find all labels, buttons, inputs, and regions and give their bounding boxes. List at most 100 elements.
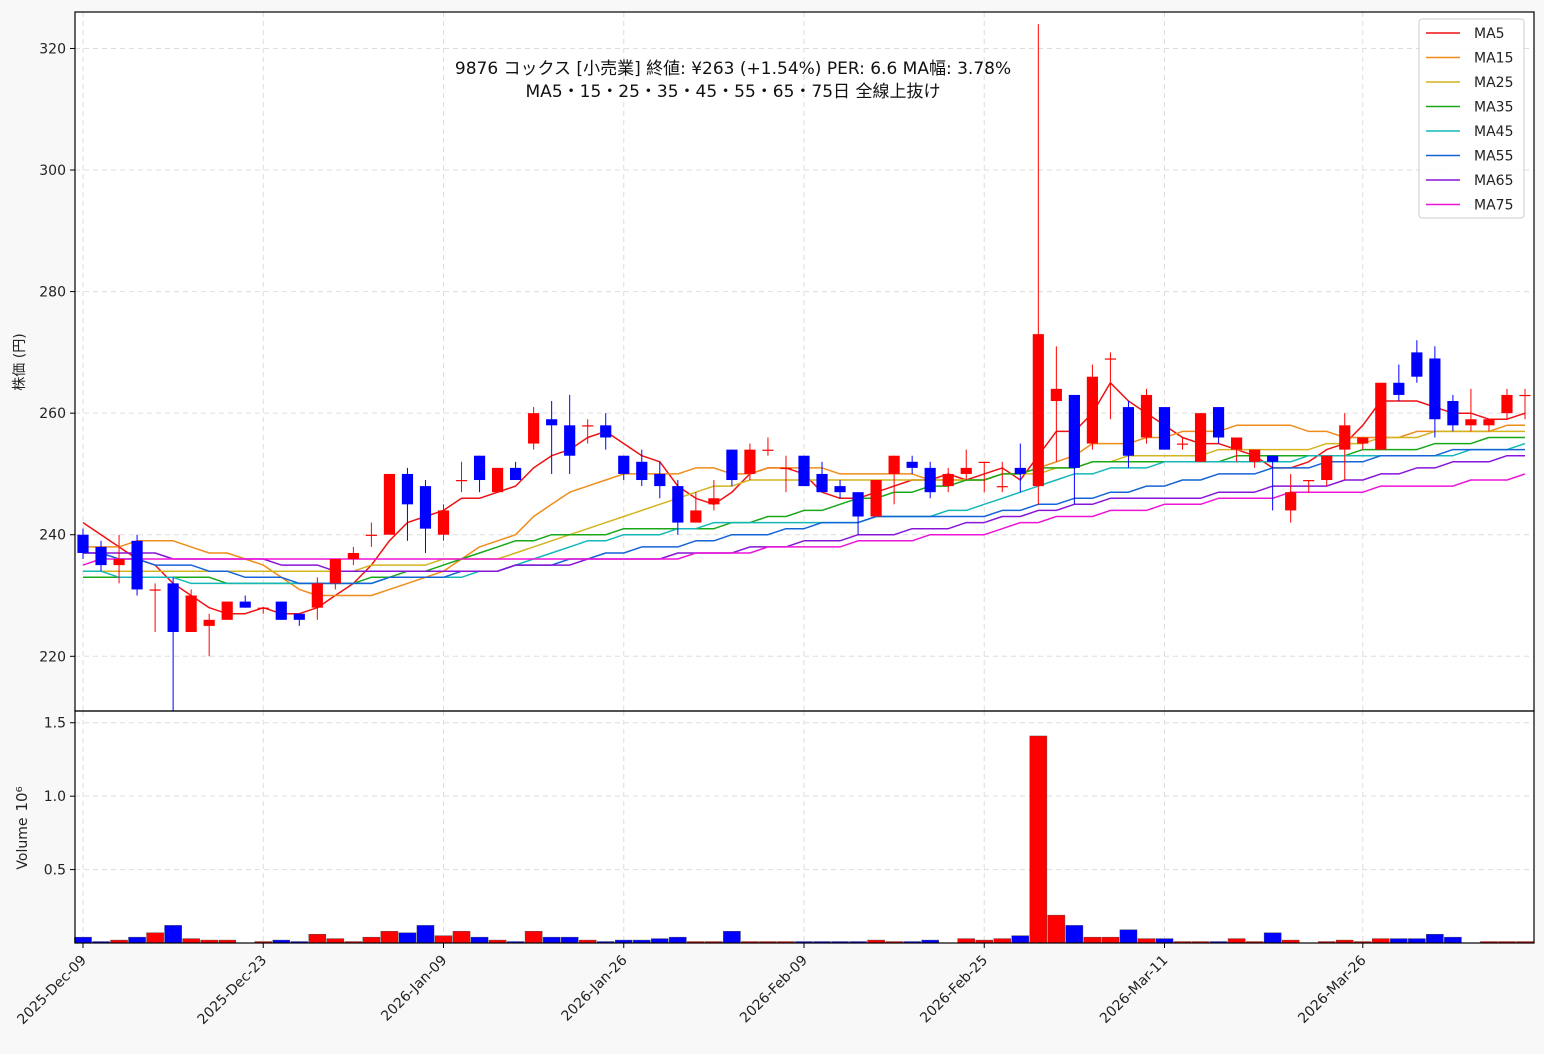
candle-body <box>510 467 522 481</box>
candle-body <box>528 413 540 444</box>
candle-body <box>257 607 269 609</box>
candle-body <box>1267 455 1279 462</box>
candle-body <box>437 510 450 535</box>
candle-body <box>942 473 954 487</box>
volume-bar <box>1263 932 1282 944</box>
volume-bar <box>1227 938 1246 944</box>
candle-body <box>1032 334 1044 487</box>
volume-bar <box>1011 935 1030 944</box>
candle-body <box>95 546 107 566</box>
candle-body <box>996 486 1008 488</box>
volume-bar <box>362 936 381 944</box>
volume-bar <box>164 925 182 944</box>
price-tick-label: 260 <box>39 406 66 422</box>
candle-body <box>455 480 468 482</box>
volume-bar <box>182 938 200 944</box>
candle-body <box>1176 443 1189 445</box>
candle-body <box>275 601 287 620</box>
candle-body <box>365 534 377 536</box>
volume-tick-label: 1.5 <box>44 716 66 732</box>
volume-bar <box>1065 925 1084 944</box>
candle-body <box>870 480 882 517</box>
candlesticks <box>77 24 1531 711</box>
candle-body <box>1357 437 1369 444</box>
candle-body <box>383 473 396 535</box>
candle-body <box>1303 480 1315 482</box>
chart-title: 9876 コックス [小売業] 終値: ¥263 (+1.54%) PER: 6… <box>455 59 1011 79</box>
volume-bar <box>1083 936 1102 944</box>
price-axis-label: 株価 (円) <box>12 333 28 390</box>
legend-label: MA75 <box>1474 198 1513 214</box>
volume-bar <box>1101 936 1120 944</box>
volume-bar <box>326 938 345 944</box>
legend-label: MA65 <box>1474 173 1513 189</box>
volume-bar <box>452 931 471 944</box>
candle-body <box>1104 358 1117 360</box>
price-tick-label: 280 <box>39 285 66 301</box>
candle-body <box>401 473 414 505</box>
legend-label: MA15 <box>1474 51 1513 67</box>
legend-label: MA45 <box>1474 124 1513 140</box>
candle-body <box>1339 425 1351 450</box>
volume-bar <box>416 925 435 944</box>
price-grid <box>75 12 1534 711</box>
candle-body <box>1447 401 1459 426</box>
candle-body <box>149 589 161 591</box>
candle-body <box>1194 413 1207 462</box>
legend-box <box>1418 18 1525 219</box>
candle-body <box>1501 394 1513 414</box>
candle-body <box>1014 467 1026 474</box>
volume-panel-frame <box>74 710 1535 944</box>
candle-body <box>924 467 936 493</box>
candle-body <box>798 455 810 487</box>
candle-body <box>1429 358 1441 420</box>
candle-body <box>1375 382 1387 450</box>
candle-body <box>582 425 594 427</box>
candle-body <box>1393 382 1405 395</box>
candle-body <box>1519 394 1531 397</box>
candle-body <box>618 455 630 474</box>
candle-body <box>708 498 720 505</box>
candle-body <box>654 473 666 487</box>
candle-body <box>491 467 504 493</box>
volume-bar <box>651 938 669 944</box>
volume-bar <box>146 932 164 944</box>
candle-body <box>780 467 792 470</box>
ma-line-ma55 <box>83 448 1525 585</box>
candle-body <box>546 419 558 426</box>
volume-bar <box>1137 938 1156 944</box>
volume-bar <box>1390 938 1408 944</box>
volume-bar <box>542 936 561 944</box>
price-tick-label: 240 <box>39 528 66 544</box>
candle-body <box>1122 407 1135 456</box>
candle-body <box>834 486 846 493</box>
volume-bar <box>74 936 92 944</box>
volume-bar <box>1029 735 1048 944</box>
volume-bar <box>993 938 1012 944</box>
price-tick-label: 320 <box>39 41 66 57</box>
candle-body <box>744 449 756 474</box>
legend-label: MA55 <box>1474 149 1513 165</box>
candle-body <box>726 449 738 481</box>
volume-bar <box>1372 938 1390 944</box>
candle-body <box>1483 419 1495 426</box>
candle-body <box>329 559 341 584</box>
candle-body <box>1086 376 1098 444</box>
volume-bar <box>308 933 327 944</box>
volume-tick-label: 1.0 <box>44 789 66 805</box>
candle-body <box>113 559 125 566</box>
chart-subtitle: MA5・15・25・35・45・55・65・75日 全線上抜け <box>526 82 941 102</box>
volume-axis: 0.5 1.0 1.5 <box>44 716 75 879</box>
candle-body <box>906 461 918 468</box>
volume-panel-background <box>75 711 1534 943</box>
volume-bar <box>560 936 579 944</box>
candle-body <box>600 425 612 438</box>
candle-body <box>311 583 323 608</box>
price-axis: 220 240 260 280 300 320 <box>39 41 75 665</box>
volume-scale-label: 10⁶ <box>13 786 31 811</box>
ma-line-ma65 <box>83 454 1525 572</box>
volume-bar <box>1408 938 1426 944</box>
volume-bar <box>524 931 543 944</box>
candle-body <box>672 486 684 523</box>
volume-bar <box>1444 936 1462 944</box>
